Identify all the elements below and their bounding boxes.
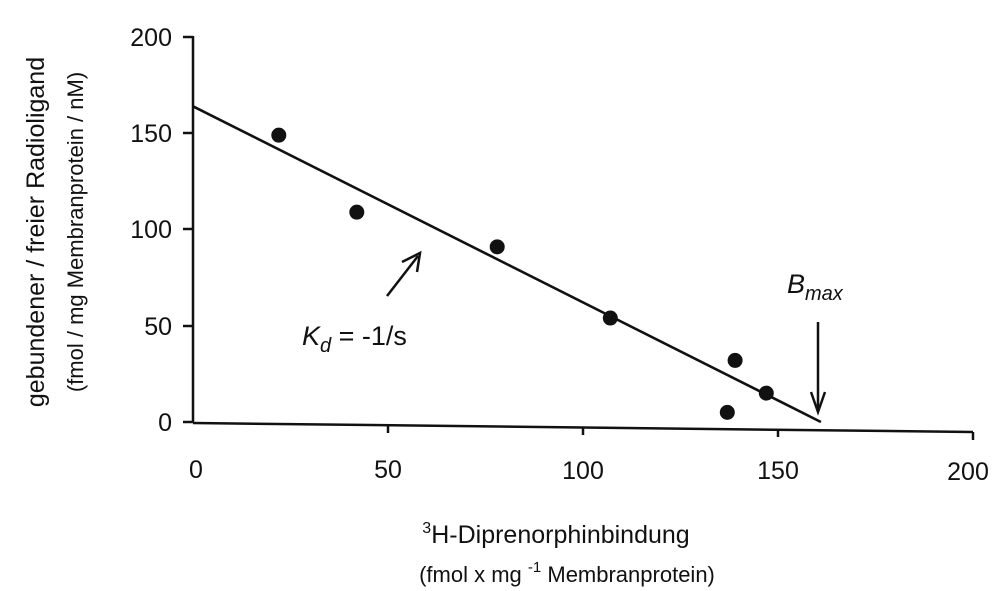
x-tick-label: 100 xyxy=(562,457,604,485)
x-tick-marks xyxy=(386,425,975,440)
data-point xyxy=(719,404,735,420)
kd-arrow xyxy=(386,250,422,297)
data-point xyxy=(349,204,365,220)
data-point xyxy=(602,310,618,326)
x-axis-unit-label: (fmol x mg -1 Membranprotein) xyxy=(419,559,715,587)
y-tick-label: 0 xyxy=(158,409,172,437)
data-point xyxy=(271,127,287,143)
data-point xyxy=(758,385,774,401)
y-tick-label: 50 xyxy=(144,313,172,341)
bmax-arrow xyxy=(809,322,827,416)
y-tick-marks xyxy=(183,35,193,424)
x-tick-label: 200 xyxy=(947,458,989,486)
data-point xyxy=(727,352,743,368)
bmax-annotation: Bmax xyxy=(787,269,844,305)
y-tick-label: 150 xyxy=(130,120,172,148)
x-tick-label: 50 xyxy=(374,456,402,484)
kd-annotation: Kd = -1/s xyxy=(302,321,407,357)
y-tick-label: 100 xyxy=(130,216,172,244)
y-tick-label: 200 xyxy=(130,24,172,52)
data-points xyxy=(271,127,774,420)
x-tick-label: 150 xyxy=(757,457,799,485)
regression-line xyxy=(192,105,822,424)
x-tick-label: 0 xyxy=(189,456,203,484)
y-axis-unit-label: (fmol / mg Membranprotein / nM) xyxy=(63,72,88,392)
x-axis-label: 3H-Diprenorphinbindung xyxy=(422,520,689,549)
y-axis-label: gebundener / freier Radioligand xyxy=(22,57,50,407)
data-point xyxy=(489,239,505,255)
